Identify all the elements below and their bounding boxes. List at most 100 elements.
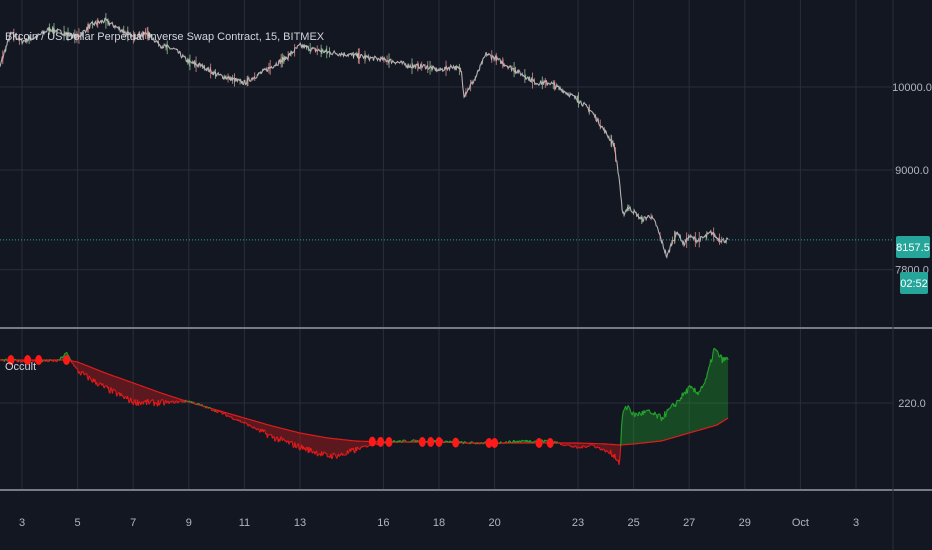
fast-line-segment (59, 356, 62, 360)
fast-line-segment (399, 440, 402, 442)
fast-line-segment (316, 450, 318, 457)
fast-line-segment (445, 440, 447, 442)
fast-line-segment (305, 447, 308, 452)
fast-line-segment (359, 447, 362, 450)
fast-line-segment (598, 446, 601, 450)
fast-line-segment (267, 433, 270, 436)
fast-line-segment (75, 367, 78, 369)
time-axis[interactable]: 3 5 7 9 11 13 16 18 20 23 25 27 29 Oct 3 (19, 517, 859, 529)
fast-line-segment (656, 414, 659, 419)
fast-line-segment (291, 440, 293, 443)
fast-line-segment (54, 359, 57, 362)
fast-line-segment (503, 442, 506, 445)
fast-line-segment (352, 447, 355, 453)
fast-line-segment (200, 404, 202, 406)
fast-line-segment (569, 444, 572, 447)
fast-line-segment (232, 418, 235, 421)
fast-line-segment (541, 439, 544, 443)
x-tick-label: 3 (853, 517, 859, 529)
fast-line-segment (697, 391, 700, 396)
fast-line-segment (66, 352, 69, 355)
fast-line-segment (275, 437, 278, 440)
fast-line-segment (583, 445, 586, 448)
fast-line-segment (331, 452, 334, 459)
x-tick-label: 29 (739, 517, 751, 529)
fast-line-segment (579, 446, 582, 449)
x-tick-label: 23 (572, 517, 584, 529)
last-price-badge-text: 8157.5 (896, 242, 930, 254)
fast-line-segment (239, 419, 242, 423)
fast-line-segment (411, 439, 414, 442)
fast-line-segment (620, 417, 623, 428)
price-pane[interactable] (0, 13, 729, 259)
cross-marker (7, 355, 15, 365)
fast-line-segment (690, 386, 693, 389)
fast-line-segment (506, 441, 508, 444)
fast-line-segment (210, 407, 213, 411)
fast-line-segment (586, 445, 588, 448)
fast-line-segment (246, 422, 248, 425)
fast-line-segment (530, 441, 532, 443)
fast-line-segment (462, 441, 465, 445)
fast-line-segment (504, 441, 507, 444)
x-tick-label: 5 (75, 517, 81, 529)
fast-line-segment (321, 453, 324, 456)
fast-line-segment (160, 399, 163, 402)
oscillator-pane[interactable] (0, 347, 729, 465)
x-tick-label: 18 (433, 517, 445, 529)
fast-line-segment (63, 353, 66, 356)
fast-line-segment (520, 440, 522, 443)
fast-line-segment (194, 403, 197, 405)
fast-line-segment (149, 400, 152, 403)
fast-line-segment (716, 350, 719, 354)
fast-line-segment (256, 428, 258, 431)
fast-line-segment (561, 443, 563, 446)
fast-line-segment (332, 452, 335, 455)
fast-line-segment (314, 451, 317, 455)
fast-line-segment (342, 453, 345, 456)
fast-line-segment (561, 443, 564, 446)
last-price-badge: 8157.5 (896, 236, 930, 258)
cross-marker (546, 438, 554, 448)
fast-line-segment (3, 359, 6, 362)
fast-line-segment (726, 356, 728, 359)
fast-line-segment (154, 401, 157, 404)
fast-line-segment (134, 399, 137, 405)
fast-line-segment (195, 403, 197, 406)
fast-line-segment (621, 411, 624, 418)
fast-line-segment (222, 412, 225, 415)
fast-line-segment (171, 400, 173, 403)
fast-line-segment (578, 447, 581, 449)
fast-line-segment (603, 448, 606, 452)
fast-line-segment (215, 409, 218, 413)
fast-line-segment (279, 436, 282, 442)
fast-line-segment (31, 359, 33, 362)
fast-line-segment (417, 439, 419, 442)
fast-line-segment (196, 403, 198, 406)
fast-line-segment (553, 441, 556, 444)
fast-line-segment (177, 401, 179, 404)
fast-line-segment (469, 441, 472, 445)
fast-line-segment (90, 379, 93, 382)
fast-line-segment (220, 411, 222, 414)
bear-fill (560, 427, 622, 465)
price-series-line (0, 17, 729, 259)
fast-line-segment (401, 439, 404, 442)
fast-line-segment (266, 434, 269, 439)
fast-line-segment (401, 440, 403, 443)
fast-line-segment (84, 373, 87, 375)
fast-line-segment (473, 442, 476, 445)
fast-line-segment (606, 449, 608, 452)
fast-line-segment (274, 439, 277, 442)
fast-line-segment (601, 448, 604, 451)
fast-line-segment (123, 396, 126, 400)
fast-line-segment (101, 383, 104, 386)
fast-line-segment (396, 441, 398, 444)
fast-line-segment (368, 444, 371, 447)
fast-line-segment (356, 446, 359, 449)
fast-line-segment (481, 441, 483, 444)
oscillator-axis[interactable]: 220.0 (898, 398, 926, 410)
fast-line-segment (648, 409, 651, 412)
fast-line-segment (280, 436, 282, 438)
